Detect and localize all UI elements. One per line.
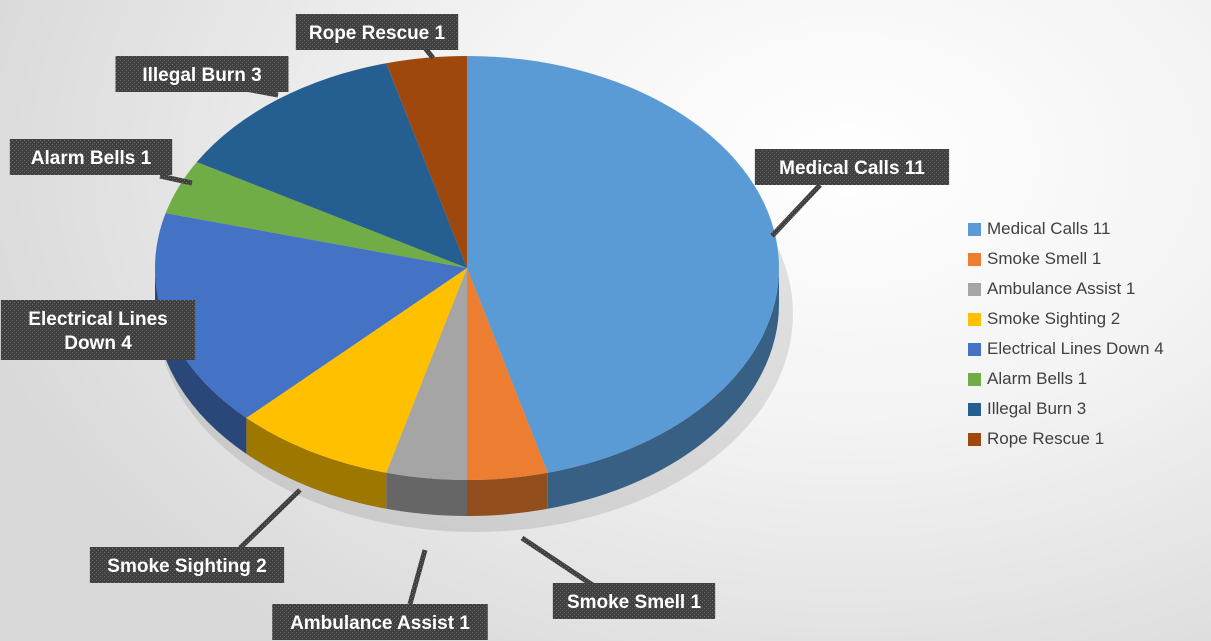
legend-swatch: [968, 342, 981, 356]
legend-item: Alarm Bells 1: [968, 367, 1164, 391]
pie-slice-electrical-lines-down: [155, 213, 467, 418]
leader-line: [407, 549, 428, 605]
data-label-background: [754, 149, 950, 185]
pie-slice-alarm-bells: [165, 162, 467, 268]
legend-swatch: [968, 252, 981, 266]
leader-line: [238, 488, 302, 550]
legend-item: Rope Rescue 1: [968, 427, 1164, 451]
legend-item: Ambulance Assist 1: [968, 277, 1164, 301]
legend-label: Illegal Burn 3: [987, 399, 1087, 418]
legend-label: Alarm Bells 1: [987, 369, 1088, 388]
legend-label: Medical Calls 11: [987, 219, 1111, 238]
data-label-text: Electrical Lines: [28, 309, 167, 330]
data-label-background: [9, 139, 173, 175]
pie-slice-smoke-smell: [467, 268, 548, 480]
data-label-text: Illegal Burn 3: [142, 65, 261, 86]
data-label: Ambulance Assist 1: [272, 604, 488, 640]
data-label: Medical Calls 11: [754, 149, 950, 185]
data-label: Illegal Burn 3: [115, 56, 289, 92]
legend-swatch: [968, 402, 981, 416]
legend-swatch: [968, 432, 981, 446]
data-label-text: Alarm Bells 1: [31, 148, 152, 169]
data-label-text: Down 4: [64, 333, 132, 354]
data-label-background: [0, 300, 196, 360]
legend-swatch: [968, 222, 981, 236]
data-label: Rope Rescue 1: [295, 14, 459, 50]
data-label: Electrical Lines Down 4: [0, 300, 196, 360]
chart-legend: Medical Calls 11 Smoke Smell 1 Ambulance A…: [968, 217, 1164, 451]
data-label-background: [552, 583, 716, 619]
data-label-text: Smoke Smell 1: [567, 592, 702, 613]
pie-slice-side: [155, 268, 247, 454]
legend-item: Smoke Sighting 2: [968, 307, 1164, 331]
legend-label: Electrical Lines Down 4: [987, 339, 1164, 358]
pie-slice-side: [547, 268, 779, 509]
pie-slice-side: [386, 472, 467, 516]
leader-line: [520, 535, 602, 593]
data-label: Alarm Bells 1: [9, 139, 173, 175]
pie-slice-medical-calls: [467, 56, 779, 473]
pie-slice-side: [246, 417, 387, 509]
legend-swatch: [968, 372, 981, 386]
pie-slice-side: [467, 472, 548, 516]
data-label-text: Rope Rescue 1: [309, 23, 446, 44]
legend-item: Medical Calls 11: [968, 217, 1164, 241]
leader-line: [770, 183, 822, 238]
data-label-background: [89, 547, 285, 583]
pie-slice-illegal-burn: [196, 63, 467, 268]
legend-item: Illegal Burn 3: [968, 397, 1164, 421]
legend-swatch: [968, 282, 981, 296]
legend-swatch: [968, 312, 981, 326]
data-label-text: Ambulance Assist 1: [290, 613, 470, 634]
data-label-background: [295, 14, 459, 50]
legend-label: Rope Rescue 1: [987, 429, 1105, 448]
legend-item: Electrical Lines Down 4: [968, 337, 1164, 361]
legend-item: Smoke Smell 1: [968, 247, 1164, 271]
leader-line: [159, 173, 193, 186]
pie-slice-rope-rescue: [386, 56, 467, 268]
data-label-text: Smoke Sighting 2: [107, 556, 266, 577]
data-label: Smoke Sighting 2: [89, 547, 285, 583]
legend-label: Smoke Smell 1: [987, 249, 1102, 268]
data-label-background: [272, 604, 488, 640]
pie-slice-smoke-sighting: [246, 268, 467, 473]
legend-label: Smoke Sighting 2: [987, 309, 1121, 328]
pie-slice-ambulance-assist: [386, 268, 467, 480]
legend-label: Ambulance Assist 1: [987, 279, 1136, 298]
data-label: Smoke Smell 1: [552, 583, 716, 619]
data-label-text: Medical Calls 11: [779, 158, 925, 179]
data-label-background: [115, 56, 289, 92]
